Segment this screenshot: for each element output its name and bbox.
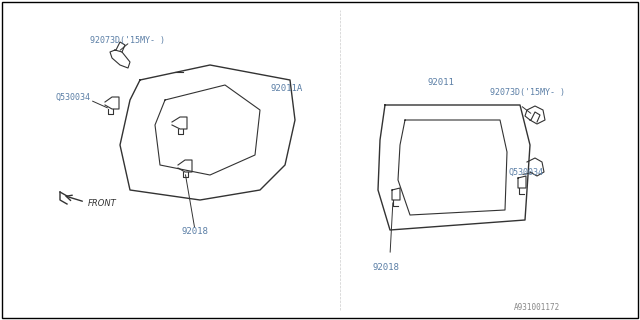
Text: 92073D('15MY- ): 92073D('15MY- ) — [90, 36, 165, 44]
Text: 92011: 92011 — [427, 77, 454, 86]
Text: 92073D('15MY- ): 92073D('15MY- ) — [490, 87, 565, 97]
Text: Q530034: Q530034 — [55, 92, 90, 101]
Text: 92011A: 92011A — [270, 84, 302, 92]
Text: A931001172: A931001172 — [514, 303, 560, 312]
Text: 92018: 92018 — [182, 228, 209, 236]
Text: FRONT: FRONT — [88, 198, 116, 207]
Text: Q530034: Q530034 — [508, 167, 543, 177]
Text: 92018: 92018 — [372, 263, 399, 273]
